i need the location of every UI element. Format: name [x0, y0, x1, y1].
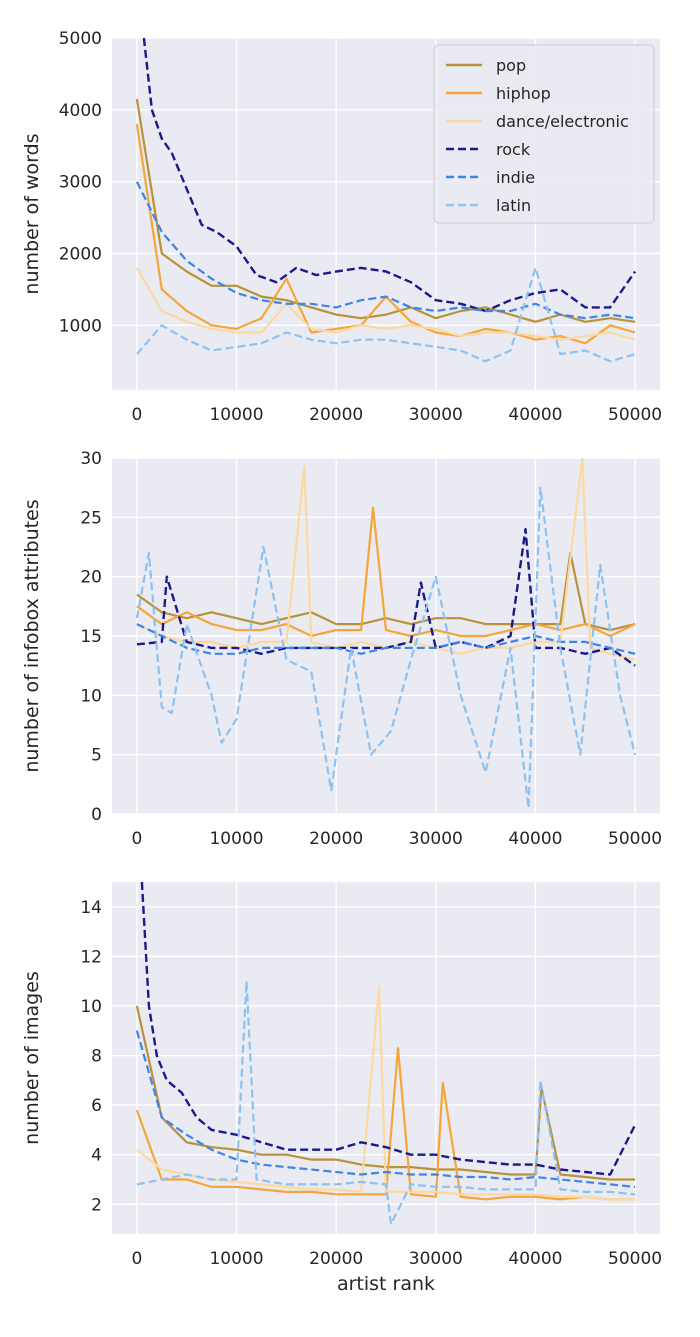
panel-2: 0 10000 20000 30000 40000 50000 0 5 10 15 20 25 30 nu… — [21, 449, 662, 849]
y-tick-label: 30 — [80, 449, 102, 469]
y-tick-label: 5000 — [59, 29, 102, 49]
legend-label-latin: latin — [496, 196, 531, 215]
series-line-rock — [136, 528, 636, 667]
series-line-indie — [135, 1030, 636, 1188]
series-line-hiphop — [136, 506, 636, 638]
y-tick-label: 2000 — [59, 245, 102, 265]
x-tick-label: 40000 — [508, 1249, 562, 1269]
x-tick-label: 40000 — [508, 829, 562, 849]
legend-label-rock: rock — [496, 140, 531, 159]
y-tick-label: 10 — [80, 686, 102, 706]
y-tick-label: 5 — [91, 746, 102, 766]
series-line-pop — [135, 1005, 636, 1181]
series-line-dance — [136, 984, 636, 1201]
series-line-indie — [135, 181, 636, 320]
x-tick-label: 40000 — [508, 405, 562, 425]
y-tick-label: 10 — [80, 997, 102, 1017]
x-tick-label: 50000 — [608, 405, 662, 425]
y-tick-label: 0 — [91, 805, 102, 825]
y-tick-label: 14 — [80, 898, 102, 918]
series-line-hiphop — [135, 1046, 636, 1201]
series-line-indie — [136, 623, 636, 655]
series-line-rock — [142, 38, 637, 313]
x-tick-label: 50000 — [608, 829, 662, 849]
y-tick-label: 20 — [80, 568, 102, 588]
y-tick-label: 12 — [80, 947, 102, 967]
series-group — [135, 38, 637, 363]
x-tick-label: 50000 — [608, 1249, 662, 1269]
y-axis-label: number of words — [21, 133, 43, 294]
y-tick-label: 4 — [91, 1146, 102, 1166]
x-tick-label: 10000 — [209, 405, 263, 425]
series-group — [135, 458, 637, 810]
y-tick-label: 2 — [91, 1195, 102, 1215]
x-tick-label: 30000 — [409, 829, 463, 849]
y-tick-label: 15 — [80, 627, 102, 647]
y-tick-label: 3000 — [59, 173, 102, 193]
x-tick-label: 30000 — [409, 1249, 463, 1269]
y-tick-label: 6 — [91, 1096, 102, 1116]
x-tick-label: 0 — [131, 1249, 142, 1269]
legend-label-hiphop: hiphop — [496, 84, 551, 103]
legend-label-indie: indie — [496, 168, 535, 187]
x-tick-label: 20000 — [309, 829, 363, 849]
series-line-latin — [136, 980, 636, 1226]
series-line-pop — [136, 551, 636, 632]
x-tick-label: 30000 — [409, 405, 463, 425]
x-tick-label: 10000 — [209, 1249, 263, 1269]
y-tick-label: 8 — [91, 1047, 102, 1067]
panel-1: 0 10000 20000 30000 40000 50000 1000 2000 3000 40… — [21, 29, 662, 425]
x-tick-label: 0 — [131, 829, 142, 849]
legend-label-dance: dance/electronic — [496, 112, 629, 131]
legend-box — [433, 44, 655, 224]
x-tick-label: 10000 — [209, 829, 263, 849]
series-line-latin — [135, 486, 637, 810]
y-axis-label: number of infobox attributes — [21, 499, 43, 772]
series-line-latin — [136, 266, 636, 363]
y-axis-label: number of images — [21, 971, 43, 1145]
series-group — [135, 882, 637, 1226]
panel-3: 0 10000 20000 30000 40000 50000 2 4 6 8 10 12 14 numb… — [21, 882, 662, 1295]
series-line-dance — [135, 267, 636, 341]
x-tick-label: 0 — [131, 405, 142, 425]
legend: pop hiphop dance/electronic rock indie latin — [433, 44, 655, 224]
y-tick-label: 4000 — [59, 101, 102, 121]
series-line-rock — [140, 882, 637, 1176]
y-tick-label: 1000 — [59, 316, 102, 336]
legend-label-pop: pop — [496, 56, 526, 75]
x-tick-label: 20000 — [309, 1249, 363, 1269]
series-line-pop — [135, 98, 636, 323]
x-tick-label: 20000 — [309, 405, 363, 425]
y-tick-label: 25 — [80, 508, 102, 528]
x-axis-label: artist rank — [337, 1273, 435, 1295]
